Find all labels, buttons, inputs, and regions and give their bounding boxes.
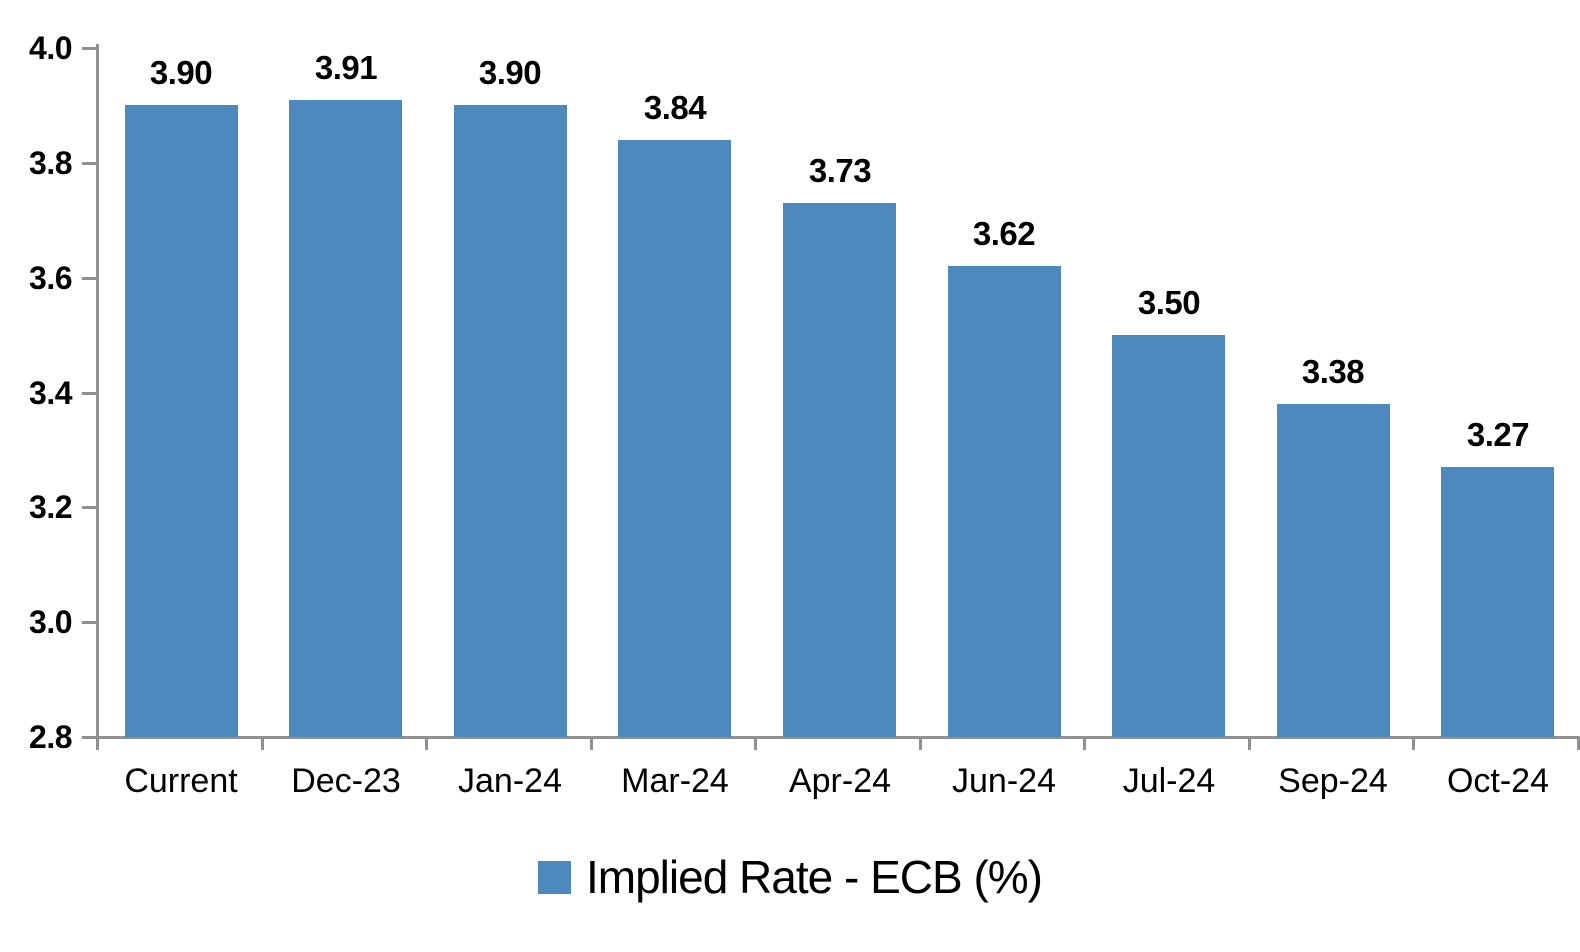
x-axis-label: Jul-24 — [1122, 762, 1216, 800]
y-axis-line — [96, 44, 99, 739]
x-axis-tick — [919, 737, 922, 750]
y-axis-tick — [82, 162, 96, 165]
bar — [783, 203, 896, 737]
y-axis-tick — [82, 621, 96, 624]
bar-value-label: 3.27 — [1466, 416, 1530, 453]
y-axis-label: 4.0 — [29, 30, 72, 66]
x-axis-line — [96, 736, 1580, 739]
x-axis-label: Dec-23 — [291, 762, 401, 800]
y-axis-label: 2.8 — [29, 719, 72, 755]
bar — [1112, 335, 1225, 737]
x-axis-label: Current — [124, 762, 238, 800]
y-axis-label: 3.2 — [29, 489, 72, 525]
y-axis-tick — [82, 47, 96, 50]
bar — [1277, 404, 1390, 737]
x-axis-label: Apr-24 — [788, 762, 892, 800]
legend-label: Implied Rate - ECB (%) — [585, 851, 1043, 903]
y-axis-label: 3.8 — [29, 145, 72, 181]
bar-value-label: 3.90 — [149, 54, 213, 91]
y-axis-label: 3.6 — [29, 260, 72, 296]
bar-value-label: 3.73 — [808, 152, 872, 189]
x-axis-tick — [1577, 737, 1580, 750]
bar-value-label: 3.84 — [643, 89, 707, 126]
bar-value-label: 3.62 — [972, 215, 1036, 252]
bar — [289, 100, 402, 737]
bar-value-label: 3.90 — [478, 54, 542, 91]
y-axis-label: 3.4 — [29, 375, 72, 411]
x-axis-tick — [96, 737, 99, 750]
bar-value-label: 3.91 — [314, 49, 378, 86]
x-axis-tick — [425, 737, 428, 750]
x-axis-tick — [1412, 737, 1415, 750]
legend-swatch-icon — [537, 860, 571, 894]
x-axis-label: Oct-24 — [1446, 762, 1550, 800]
bar — [1441, 467, 1554, 737]
x-axis-label: Jun-24 — [952, 762, 1056, 800]
legend: Implied Rate - ECB (%) — [0, 843, 1580, 911]
y-axis-label: 3.0 — [29, 604, 72, 640]
x-axis-tick — [754, 737, 757, 750]
bar — [454, 105, 567, 737]
bar-value-label: 3.38 — [1301, 353, 1365, 390]
bar — [618, 140, 731, 737]
y-axis-tick — [82, 736, 96, 739]
x-axis-tick — [590, 737, 593, 750]
y-axis-tick — [82, 392, 96, 395]
bar-value-label: 3.50 — [1137, 284, 1201, 321]
x-axis-label: Jan-24 — [458, 762, 562, 800]
x-axis-tick — [1083, 737, 1086, 750]
x-axis-label: Mar-24 — [621, 762, 729, 800]
x-axis-tick — [1248, 737, 1251, 750]
x-axis-tick — [261, 737, 264, 750]
bar — [125, 105, 238, 737]
bar — [948, 266, 1061, 737]
x-axis-label: Sep-24 — [1278, 762, 1388, 800]
y-axis-tick — [82, 506, 96, 509]
y-axis-tick — [82, 277, 96, 280]
